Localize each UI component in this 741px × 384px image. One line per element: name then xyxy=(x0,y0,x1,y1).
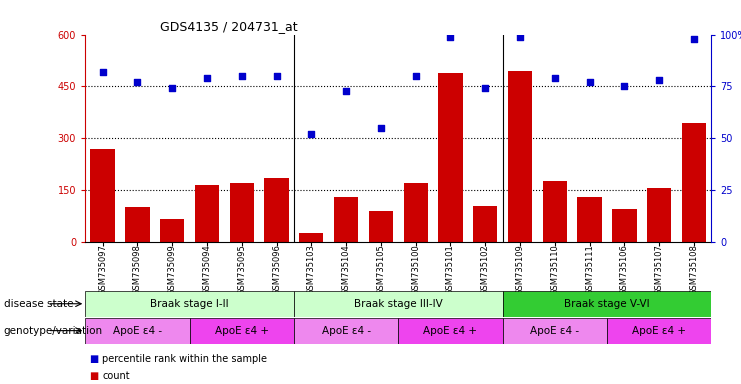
Bar xyxy=(190,318,294,344)
Point xyxy=(410,73,422,79)
Text: GSM735098: GSM735098 xyxy=(133,244,142,295)
Text: ApoE ε4 -: ApoE ε4 - xyxy=(531,326,579,336)
Text: GSM735097: GSM735097 xyxy=(98,244,107,295)
Text: ApoE ε4 +: ApoE ε4 + xyxy=(423,326,477,336)
Point xyxy=(96,69,108,75)
Point xyxy=(654,77,665,83)
Text: GDS4135 / 204731_at: GDS4135 / 204731_at xyxy=(160,20,298,33)
Bar xyxy=(577,197,602,242)
Point xyxy=(305,131,317,137)
Point xyxy=(619,83,631,89)
Bar xyxy=(508,71,532,242)
Bar xyxy=(502,318,607,344)
Bar xyxy=(85,291,294,317)
Text: GSM735107: GSM735107 xyxy=(655,244,664,295)
Text: ApoE ε4 -: ApoE ε4 - xyxy=(322,326,370,336)
Bar xyxy=(90,149,115,242)
Text: GSM735101: GSM735101 xyxy=(446,244,455,295)
Bar xyxy=(299,233,324,242)
Bar xyxy=(160,220,185,242)
Text: Braak stage I-II: Braak stage I-II xyxy=(150,299,229,309)
Text: GSM735095: GSM735095 xyxy=(237,244,246,295)
Point xyxy=(514,33,526,40)
Point xyxy=(131,79,143,85)
Text: ApoE ε4 +: ApoE ε4 + xyxy=(215,326,269,336)
Text: GSM735110: GSM735110 xyxy=(551,244,559,295)
Text: GSM735100: GSM735100 xyxy=(411,244,420,295)
Text: GSM735111: GSM735111 xyxy=(585,244,594,295)
Point xyxy=(270,73,282,79)
Text: percentile rank within the sample: percentile rank within the sample xyxy=(102,354,268,364)
Bar xyxy=(647,189,671,242)
Text: ApoE ε4 +: ApoE ε4 + xyxy=(632,326,686,336)
Text: GSM735108: GSM735108 xyxy=(689,244,699,295)
Text: GSM735105: GSM735105 xyxy=(376,244,385,295)
Point xyxy=(688,36,700,42)
Bar xyxy=(682,123,706,242)
Point xyxy=(340,88,352,94)
Text: GSM735096: GSM735096 xyxy=(272,244,281,295)
Text: ■: ■ xyxy=(89,354,98,364)
Text: Braak stage III-IV: Braak stage III-IV xyxy=(354,299,442,309)
Bar xyxy=(230,183,254,242)
Text: ■: ■ xyxy=(89,371,98,381)
Point xyxy=(445,33,456,40)
Text: disease state: disease state xyxy=(4,299,73,309)
Bar xyxy=(607,318,711,344)
Bar xyxy=(502,291,711,317)
Point xyxy=(236,73,247,79)
Bar xyxy=(334,197,359,242)
Text: Braak stage V-VI: Braak stage V-VI xyxy=(564,299,650,309)
Bar xyxy=(294,291,502,317)
Point xyxy=(549,75,561,81)
Text: GSM735104: GSM735104 xyxy=(342,244,350,295)
Bar xyxy=(195,185,219,242)
Text: ApoE ε4 -: ApoE ε4 - xyxy=(113,326,162,336)
Point xyxy=(479,85,491,91)
Text: count: count xyxy=(102,371,130,381)
Bar xyxy=(125,207,150,242)
Text: GSM735102: GSM735102 xyxy=(481,244,490,295)
Text: GSM735094: GSM735094 xyxy=(202,244,211,295)
Point xyxy=(166,85,178,91)
Bar xyxy=(404,183,428,242)
Bar xyxy=(294,318,398,344)
Text: GSM735106: GSM735106 xyxy=(620,244,629,295)
Point xyxy=(375,125,387,131)
Bar xyxy=(612,209,637,242)
Bar xyxy=(369,211,393,242)
Text: GSM735109: GSM735109 xyxy=(516,244,525,295)
Bar xyxy=(85,318,190,344)
Bar xyxy=(265,178,289,242)
Point xyxy=(201,75,213,81)
Bar xyxy=(399,318,502,344)
Bar xyxy=(473,206,497,242)
Bar xyxy=(542,182,567,242)
Text: GSM735103: GSM735103 xyxy=(307,244,316,295)
Text: GSM735099: GSM735099 xyxy=(167,244,176,295)
Bar xyxy=(438,73,462,242)
Text: genotype/variation: genotype/variation xyxy=(4,326,103,336)
Point xyxy=(584,79,596,85)
